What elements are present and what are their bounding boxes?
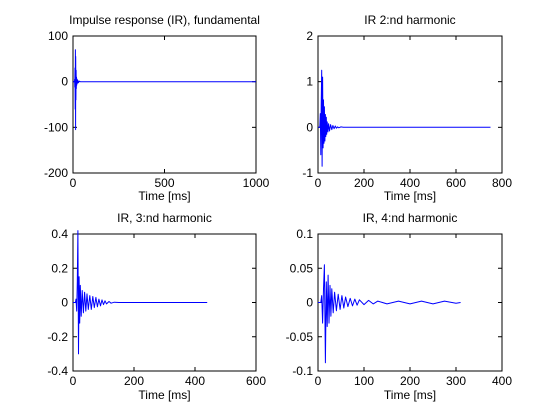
x-tick-label: 400 [492,374,512,388]
x-tick-label: 100 [354,374,374,388]
subplot-3rd-harmonic: 0 200 400 600 -0.4 -0.2 0 0.2 0.4 IR, 3:nd harmo… [47,211,266,402]
subplot-title: Impulse response (IR), fundamental [69,13,260,27]
y-tick-label: -200 [44,166,68,180]
x-tick-label: 1000 [243,176,270,190]
axes-frame [72,35,257,174]
series-line [73,230,208,355]
y-tick-label: 0.1 [296,227,313,241]
x-tick-label: 200 [400,374,420,388]
x-tick-label: 0 [70,176,77,190]
tick-layer: 0 200 400 600 -0.4 -0.2 0 0.2 0.4 [47,227,266,388]
y-tick-label: 100 [48,29,68,43]
series-line [318,264,461,364]
x-tick-label: 800 [492,176,512,190]
y-tick-label: 0.2 [51,261,68,275]
y-tick-label: 1 [306,75,313,89]
y-tick-label: -0.2 [47,330,68,344]
x-tick-label: 200 [354,176,374,190]
x-tick-label: 500 [154,176,174,190]
x-tick-label: 300 [446,374,466,388]
y-tick-label: 0 [306,296,313,310]
axes-frame [317,35,503,174]
subplot-title: IR, 4:nd harmonic [363,211,458,225]
subplot-title: IR, 3:nd harmonic [117,211,212,225]
x-axis-label: Time [ms] [384,388,436,402]
series-line [318,69,491,167]
subplot-title: IR 2:nd harmonic [364,13,455,27]
y-tick-label: 2 [306,29,313,43]
x-tick-label: 0 [70,374,77,388]
y-tick-label: 0.4 [51,227,68,241]
x-tick-label: 400 [185,374,205,388]
y-tick-label: 0 [61,75,68,89]
x-tick-label: 0 [315,176,322,190]
series-line [73,49,256,131]
y-tick-label: -0.1 [292,364,313,378]
x-axis-label: Time [ms] [138,189,190,203]
x-axis-label: Time [ms] [138,388,190,402]
x-tick-label: 600 [246,374,266,388]
x-tick-label: 200 [124,374,144,388]
x-tick-label: 400 [400,176,420,190]
y-tick-label: 0 [61,296,68,310]
x-axis-label: Time [ms] [384,189,436,203]
axes-frame [317,233,503,372]
y-tick-label: -1 [302,166,313,180]
subplot-4th-harmonic: 0 100 200 300 400 -0.1 -0.05 0 0.05 0.1 IR, 4:nd … [286,211,513,402]
y-tick-label: 0 [306,120,313,134]
subplot-fundamental: 0 500 1000 -200 -100 0 100 Impulse response (I… [44,13,270,203]
tick-layer: 0 500 1000 -200 -100 0 100 [44,29,270,190]
x-tick-label: 0 [315,374,322,388]
y-tick-label: -0.05 [286,330,314,344]
y-tick-label: -0.4 [47,364,68,378]
x-tick-label: 600 [446,176,466,190]
y-tick-label: -100 [44,120,68,134]
y-tick-label: 0.05 [290,261,314,275]
